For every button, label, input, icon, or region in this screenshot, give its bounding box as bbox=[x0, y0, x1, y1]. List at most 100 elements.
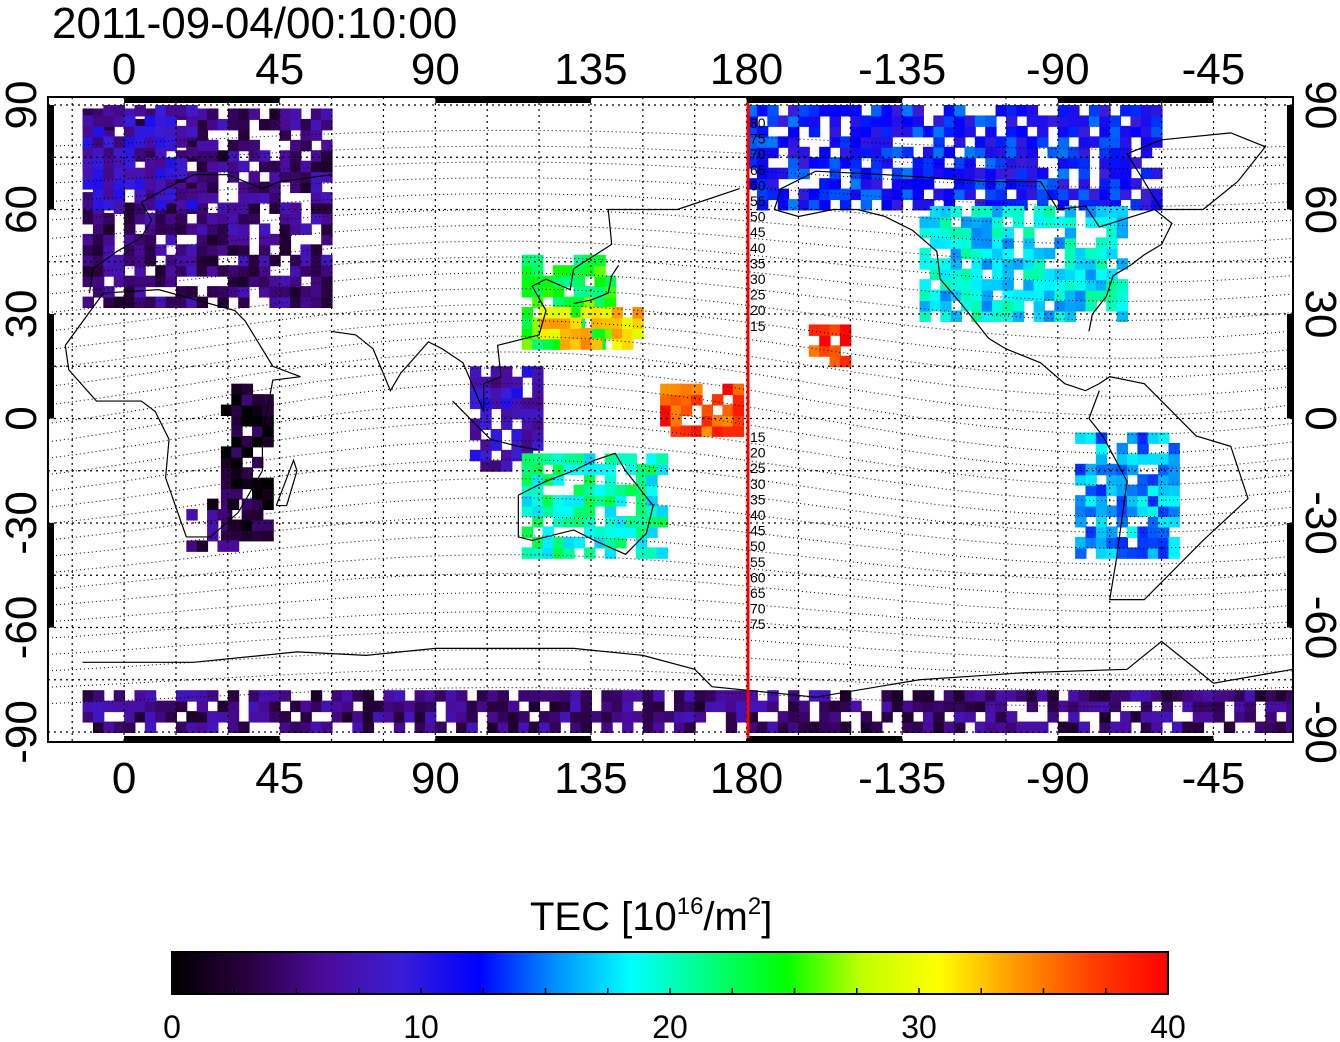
tec-cell bbox=[594, 463, 606, 476]
tec-cell bbox=[573, 453, 586, 465]
tec-cell bbox=[507, 711, 520, 723]
tec-cell bbox=[725, 711, 738, 723]
tec-cell bbox=[777, 136, 790, 148]
tec-cell bbox=[933, 157, 945, 169]
tec-cell bbox=[92, 690, 105, 702]
tec-cell bbox=[1203, 700, 1215, 713]
tec-cell bbox=[992, 206, 1004, 218]
tec-cell bbox=[435, 721, 447, 733]
tec-cell bbox=[1116, 516, 1128, 528]
tec-cell bbox=[1023, 289, 1035, 302]
tec-cell bbox=[625, 484, 637, 497]
tec-cell bbox=[124, 178, 136, 190]
tec-cell bbox=[1151, 115, 1163, 127]
tec-cell bbox=[1023, 237, 1035, 249]
tec-cell bbox=[186, 509, 198, 521]
tec-cell bbox=[113, 721, 126, 733]
tec-cell bbox=[231, 435, 243, 448]
tec-cell bbox=[207, 181, 219, 194]
tec-cell bbox=[445, 700, 458, 713]
tec-cell bbox=[103, 700, 115, 713]
tec-cell bbox=[1106, 268, 1118, 281]
tec-cell bbox=[144, 296, 157, 309]
right-lat-tick-label: -60 bbox=[1296, 596, 1340, 660]
tec-cell bbox=[902, 188, 914, 201]
coastline-segment bbox=[82, 640, 1293, 698]
tec-cell bbox=[1085, 484, 1097, 497]
tec-cell bbox=[788, 690, 800, 702]
tec-cell bbox=[103, 129, 115, 141]
tec-cell bbox=[238, 129, 250, 141]
tec-cell bbox=[1005, 178, 1018, 190]
tec-cell bbox=[819, 721, 831, 733]
tec-cell bbox=[1147, 526, 1160, 538]
tec-cell bbox=[1147, 432, 1160, 444]
tec-cell bbox=[615, 453, 627, 465]
tec-cell bbox=[1037, 167, 1049, 180]
tec-region-8 bbox=[660, 383, 745, 437]
tec-cell bbox=[480, 387, 492, 399]
tec-cell bbox=[552, 265, 565, 277]
tec-cell bbox=[1116, 300, 1128, 312]
tec-cell bbox=[252, 425, 264, 437]
tec-cell bbox=[290, 108, 302, 120]
tec-cell bbox=[310, 181, 323, 194]
tec-cell bbox=[680, 383, 693, 396]
tec-cell bbox=[262, 425, 274, 437]
tec-cell bbox=[601, 317, 613, 329]
tec-cell bbox=[238, 139, 250, 152]
tec-cell bbox=[186, 540, 198, 552]
tec-cell bbox=[144, 244, 157, 256]
tec-cell bbox=[974, 167, 987, 180]
tec-cell bbox=[819, 199, 831, 211]
tec-cell bbox=[615, 536, 627, 549]
tec-cell bbox=[1005, 157, 1018, 169]
tec-cell bbox=[919, 216, 931, 228]
tec-cell bbox=[573, 275, 586, 288]
tec-cell bbox=[1085, 536, 1097, 549]
tec-region-12 bbox=[1075, 432, 1180, 559]
tec-cell bbox=[570, 690, 582, 702]
tec-cell bbox=[134, 286, 146, 298]
tec-cell bbox=[756, 199, 769, 211]
tec-cell bbox=[518, 721, 530, 733]
coastline-segment bbox=[64, 289, 301, 538]
tec-cell bbox=[971, 279, 983, 291]
tec-cell bbox=[871, 178, 883, 190]
tec-cell bbox=[279, 721, 292, 733]
tec-cell bbox=[1016, 178, 1028, 190]
tec-cell bbox=[646, 516, 658, 528]
tec-cell bbox=[321, 296, 333, 309]
tec-cell bbox=[622, 338, 634, 350]
maglat-label-north: 60 bbox=[750, 177, 766, 193]
tec-cell bbox=[521, 317, 534, 329]
tec-cell bbox=[584, 526, 596, 538]
tec-cell bbox=[563, 547, 575, 559]
tec-cell bbox=[1095, 516, 1108, 528]
tec-cell bbox=[694, 690, 707, 702]
tec-cell bbox=[207, 233, 219, 246]
tec-cell bbox=[601, 700, 613, 713]
tec-cell bbox=[1109, 199, 1122, 211]
tec-cell bbox=[642, 721, 655, 733]
tec-cell bbox=[456, 700, 468, 713]
tec-cell bbox=[1116, 289, 1128, 302]
tec-cell bbox=[269, 202, 281, 214]
right-lat-tick-label: 30 bbox=[1296, 290, 1340, 339]
tec-cell bbox=[584, 547, 596, 559]
tec-cell bbox=[165, 212, 177, 225]
tec-cell bbox=[943, 146, 956, 159]
tec-cell bbox=[532, 317, 544, 329]
tec-cell bbox=[1002, 289, 1014, 302]
tec-cell bbox=[501, 366, 513, 378]
tec-cell bbox=[144, 108, 157, 120]
tec-cell bbox=[798, 115, 810, 127]
tec-cell bbox=[165, 711, 177, 723]
tec-cell bbox=[165, 233, 177, 246]
tec-cell bbox=[165, 296, 177, 309]
tec-cell bbox=[331, 711, 343, 723]
tec-cell bbox=[1099, 125, 1111, 138]
tec-cell bbox=[175, 244, 188, 256]
tec-cell bbox=[532, 418, 544, 430]
tec-cell bbox=[532, 408, 544, 420]
